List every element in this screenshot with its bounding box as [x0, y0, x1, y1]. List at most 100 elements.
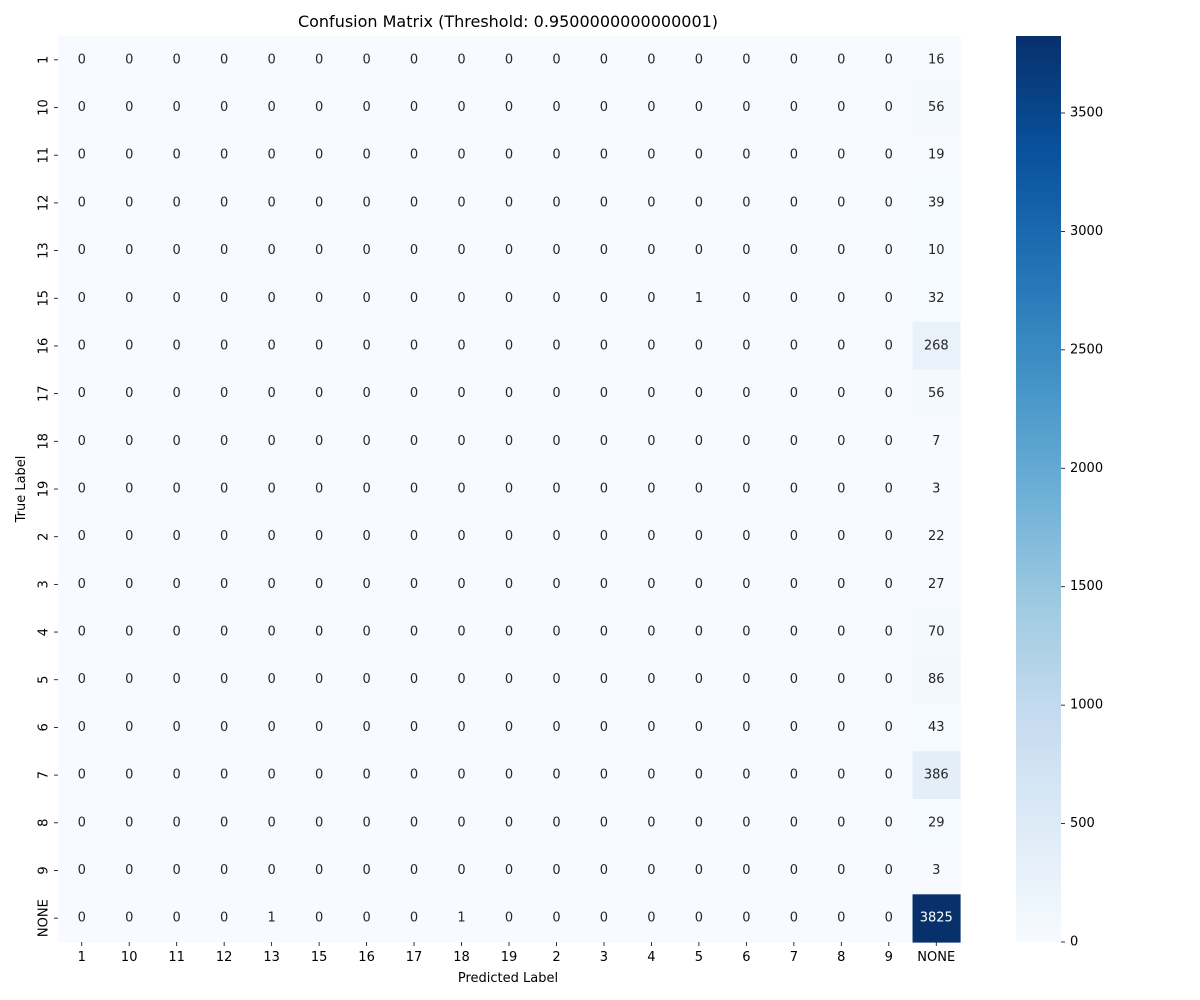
cell-value-label: 0 — [742, 291, 750, 306]
heatmap-cell — [675, 655, 724, 705]
heatmap-cell — [247, 608, 296, 657]
heatmap-cell — [247, 751, 296, 800]
heatmap-cell — [58, 131, 107, 180]
cell-value-label: 0 — [505, 577, 513, 592]
cell-value-label: 0 — [600, 243, 608, 258]
cell-value-label: 0 — [600, 386, 608, 401]
cell-value-label: 0 — [173, 720, 181, 735]
heatmap-cell — [200, 179, 249, 228]
heatmap-cell — [912, 465, 961, 514]
cell-value-label: 0 — [695, 577, 703, 592]
heatmap-cell — [580, 322, 629, 371]
heatmap-cell — [390, 608, 439, 657]
cell-value-label: 0 — [173, 672, 181, 687]
cell-value-label: 0 — [742, 863, 750, 878]
cell-value-label: 0 — [695, 434, 703, 449]
heatmap-cell — [58, 36, 107, 85]
heatmap-cell — [722, 512, 771, 562]
heatmap-cell — [817, 894, 866, 943]
heatmap-cell — [580, 655, 629, 705]
heatmap-cell — [532, 894, 581, 943]
heatmap-cell — [390, 512, 439, 562]
cell-value-label: 0 — [78, 243, 86, 258]
cell-value-label: 0 — [695, 672, 703, 687]
heatmap-cell — [342, 274, 391, 323]
cell-value-label: 0 — [552, 482, 560, 497]
y-tick-label: 15 — [37, 290, 52, 307]
heatmap-cell — [342, 560, 391, 609]
cell-value-label: 0 — [552, 720, 560, 735]
cell-value-label: 0 — [695, 911, 703, 926]
heatmap-cell — [485, 798, 534, 848]
heatmap-cells — [58, 36, 961, 943]
heatmap-cell — [532, 274, 581, 323]
heatmap-cell — [722, 465, 771, 514]
cell-value-label: 0 — [315, 911, 323, 926]
heatmap-cell — [770, 36, 819, 85]
cell-value-label: 0 — [220, 625, 228, 640]
cell-value-label: 0 — [410, 291, 418, 306]
cell-value-label: 0 — [600, 434, 608, 449]
cell-value-label: 0 — [220, 243, 228, 258]
heatmap-cell — [58, 465, 107, 514]
x-axis-ticks: 1 10 11 12 13 15 16 17 18 19 2 3 4 5 6 7 8 9 NONE — [78, 942, 955, 965]
cell-value-label: 0 — [885, 577, 893, 592]
heatmap-cell — [247, 417, 296, 466]
cell-value-label: 0 — [837, 815, 845, 830]
heatmap-cell — [437, 703, 486, 752]
heatmap-cell — [152, 608, 202, 657]
cell-value-label: 0 — [600, 768, 608, 783]
cell-value-label: 0 — [837, 52, 845, 67]
cell-value-label: 0 — [362, 195, 370, 210]
cell-value-label: 0 — [505, 100, 513, 115]
heatmap-cell — [817, 560, 866, 609]
cell-value-label: 0 — [173, 243, 181, 258]
colorbar-tick-label: 500 — [1070, 816, 1095, 831]
cell-value-label: 7 — [932, 434, 940, 449]
heatmap-cell — [58, 846, 107, 895]
heatmap-cell — [105, 36, 154, 85]
cell-value-label: 0 — [173, 338, 181, 353]
cell-value-label: 0 — [125, 672, 133, 687]
heatmap-cell — [580, 369, 629, 419]
cell-value-label: 0 — [78, 911, 86, 926]
cell-value-label: 0 — [315, 148, 323, 163]
heatmap-cell — [200, 226, 249, 276]
heatmap-cell — [580, 417, 629, 466]
x-tick-label: 9 — [885, 950, 893, 965]
cell-value-label: 0 — [885, 482, 893, 497]
cell-value-label: 0 — [125, 100, 133, 115]
heatmap-cell — [485, 846, 534, 895]
cell-value-label: 0 — [125, 577, 133, 592]
heatmap-cell — [485, 179, 534, 228]
heatmap-cell — [200, 369, 249, 419]
heatmap-cell — [58, 703, 107, 752]
heatmap-cell — [342, 894, 391, 943]
cell-value-label: 0 — [695, 768, 703, 783]
cell-value-label: 0 — [790, 291, 798, 306]
cell-value-label: 0 — [173, 52, 181, 67]
heatmap-cell — [770, 894, 819, 943]
cell-value-label: 0 — [78, 768, 86, 783]
heatmap-cell — [485, 274, 534, 323]
heatmap-cell — [627, 36, 676, 85]
heatmap-cell — [485, 703, 534, 752]
cell-value-label: 0 — [837, 434, 845, 449]
x-tick-label: 19 — [501, 950, 518, 965]
y-tick-label: 5 — [37, 676, 52, 684]
heatmap-cell — [627, 369, 676, 419]
heatmap-cell — [865, 226, 914, 276]
cell-value-label: 0 — [552, 100, 560, 115]
cell-value-label: 0 — [78, 625, 86, 640]
heatmap-cell — [627, 512, 676, 562]
colorbar-tick-label: 3500 — [1070, 105, 1103, 120]
cell-value-label: 0 — [125, 529, 133, 544]
heatmap-cell — [770, 417, 819, 466]
cell-value-label: 0 — [315, 768, 323, 783]
heatmap-cell — [532, 417, 581, 466]
cell-value-label: 0 — [410, 148, 418, 163]
cell-value-label: 0 — [173, 195, 181, 210]
cell-value-label: 0 — [647, 291, 655, 306]
heatmap-cell — [532, 36, 581, 85]
heatmap-cell — [865, 465, 914, 514]
